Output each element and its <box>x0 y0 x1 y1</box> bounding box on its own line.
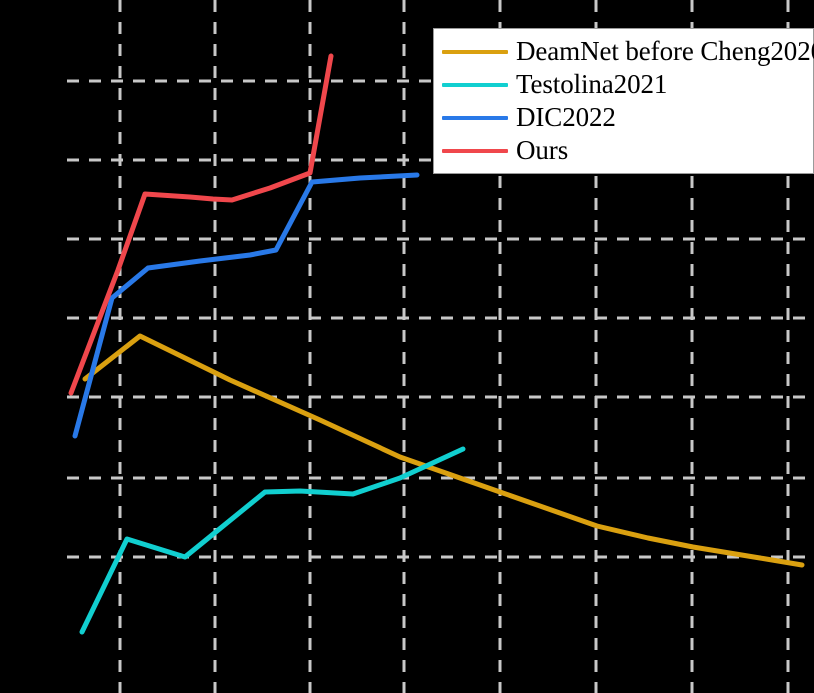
legend-swatch-testolina-icon <box>442 68 508 101</box>
line-swatch <box>442 82 508 87</box>
series-line-2 <box>72 172 420 439</box>
series-line-1 <box>79 446 466 635</box>
line-swatch <box>442 49 508 54</box>
legend-label-ours: Ours <box>516 135 569 165</box>
legend-item-ours[interactable]: Ours <box>442 134 805 167</box>
series-lines <box>68 53 805 635</box>
legend-label-deamnet: DeamNet before Cheng2020 <box>516 36 814 66</box>
legend-swatch-ours-icon <box>442 134 508 167</box>
legend-item-dic2022[interactable]: DIC2022 <box>442 101 805 134</box>
series-line-3 <box>68 53 334 396</box>
legend-item-testolina[interactable]: Testolina2021 <box>442 68 805 101</box>
legend-label-dic2022: DIC2022 <box>516 102 616 132</box>
line-swatch <box>442 115 508 120</box>
chart-legend: DeamNet before Cheng2020 Testolina2021 D… <box>433 28 814 174</box>
legend-label-testolina: Testolina2021 <box>516 69 668 99</box>
legend-item-deamnet[interactable]: DeamNet before Cheng2020 <box>442 35 814 68</box>
legend-swatch-dic2022-icon <box>442 101 508 134</box>
line-swatch <box>442 148 508 153</box>
series-line-0 <box>82 333 805 568</box>
legend-swatch-deamnet-icon <box>442 35 508 68</box>
